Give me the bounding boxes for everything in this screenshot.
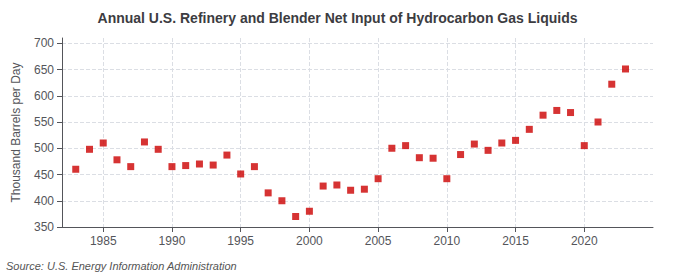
svg-text:Thousand Barrels per Day: Thousand Barrels per Day bbox=[9, 62, 23, 202]
svg-text:500: 500 bbox=[34, 141, 54, 155]
svg-text:350: 350 bbox=[34, 220, 54, 234]
svg-text:2000: 2000 bbox=[296, 234, 323, 248]
svg-text:2015: 2015 bbox=[502, 234, 529, 248]
svg-text:600: 600 bbox=[34, 89, 54, 103]
svg-text:450: 450 bbox=[34, 168, 54, 182]
svg-text:550: 550 bbox=[34, 115, 54, 129]
svg-text:1985: 1985 bbox=[90, 234, 117, 248]
svg-text:1995: 1995 bbox=[227, 234, 254, 248]
svg-text:Annual U.S. Refinery and Blend: Annual U.S. Refinery and Blender Net Inp… bbox=[98, 10, 578, 26]
svg-text:2005: 2005 bbox=[365, 234, 392, 248]
svg-text:2010: 2010 bbox=[433, 234, 460, 248]
svg-text:Source: U.S. Energy Informatio: Source: U.S. Energy Information Administ… bbox=[6, 260, 237, 272]
svg-text:700: 700 bbox=[34, 36, 54, 50]
svg-text:650: 650 bbox=[34, 63, 54, 77]
svg-text:400: 400 bbox=[34, 194, 54, 208]
svg-text:1990: 1990 bbox=[159, 234, 186, 248]
svg-text:2020: 2020 bbox=[571, 234, 598, 248]
